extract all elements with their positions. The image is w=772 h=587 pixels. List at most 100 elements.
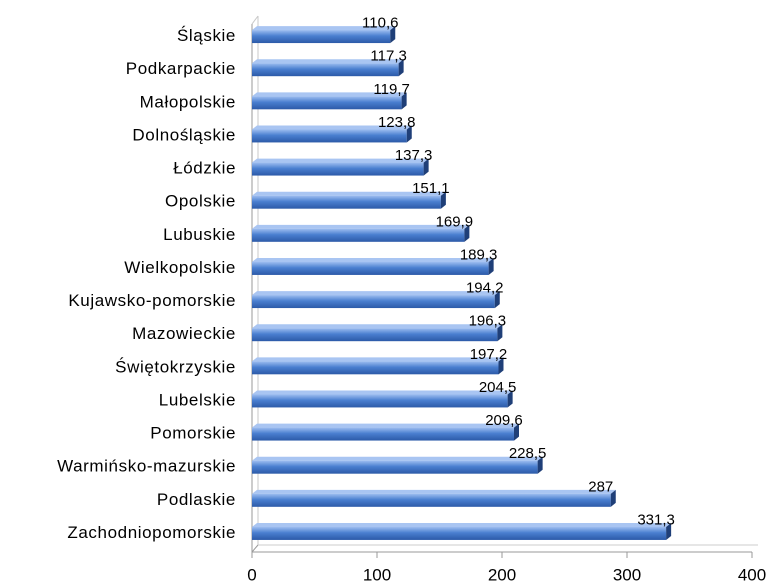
bar [252, 26, 396, 44]
bar-face [252, 96, 402, 110]
bar-end [440, 191, 446, 209]
bar-face [252, 261, 489, 275]
value-label: 209,6 [485, 412, 523, 429]
bar [252, 59, 404, 77]
y-tick-label: Lubelskie [159, 390, 236, 409]
bar-top [252, 224, 470, 229]
value-label: 197,2 [470, 346, 508, 363]
y-tick-label: Zachodniopomorskie [67, 523, 236, 542]
y-tick-label: Świętokrzyskie [115, 357, 236, 376]
value-label: 119,7 [373, 81, 409, 98]
bar-top [252, 456, 543, 461]
bar-end [494, 291, 500, 309]
bar-face [252, 63, 399, 77]
bar-top [252, 26, 396, 31]
value-label: 228,5 [509, 445, 547, 462]
bar [252, 224, 470, 242]
bar [252, 324, 503, 342]
bar [252, 257, 494, 275]
bar-top [252, 92, 407, 97]
bar-end [423, 158, 429, 176]
value-label: 194,2 [466, 280, 504, 297]
bar [252, 125, 412, 143]
value-label: 110,6 [362, 15, 398, 32]
floor-edge [251, 544, 259, 553]
bar-face [252, 328, 498, 342]
value-label: 151,1 [412, 180, 450, 197]
bar [252, 390, 513, 408]
bar-top [252, 59, 404, 64]
y-tick-label: Kujawsko-pomorskie [68, 291, 236, 310]
bar-top [252, 390, 513, 395]
y-tick-label: Śląskie [177, 26, 236, 45]
value-label: 169,9 [436, 213, 474, 230]
x-tick-label: 200 [488, 565, 516, 584]
y-tick-label: Podkarpackie [126, 59, 236, 78]
bar-top [252, 191, 446, 196]
x-tick-label: 0 [247, 565, 256, 584]
bar-face [252, 460, 538, 474]
bar-face [252, 30, 391, 44]
bar [252, 489, 616, 507]
wall-edge [251, 15, 259, 25]
bar-top [252, 522, 672, 527]
value-label: 117,3 [370, 48, 406, 65]
bar-end [514, 423, 519, 441]
bar [252, 92, 407, 110]
bar-face [252, 195, 441, 209]
bar-top [252, 489, 616, 494]
value-label: 287 [588, 478, 613, 495]
y-tick-label: Dolnośląskie [132, 125, 236, 144]
bar-end [507, 390, 513, 408]
bar-end [406, 125, 412, 143]
bar-face [252, 228, 465, 242]
bar-face [252, 162, 424, 176]
x-tick-label: 300 [613, 565, 641, 584]
y-tick-label: Lubuskie [163, 225, 236, 244]
bar-face [252, 129, 407, 143]
value-label: 137,3 [395, 147, 433, 164]
bar-end [398, 59, 404, 77]
bar [252, 191, 446, 209]
bar [252, 158, 429, 176]
value-label: 123,8 [378, 114, 416, 131]
bar-face [252, 295, 495, 309]
bar-end [498, 357, 504, 375]
bar-end [610, 489, 616, 507]
bar-face [252, 493, 611, 507]
bar [252, 522, 672, 540]
value-label: 204,5 [479, 379, 517, 396]
bar-top [252, 125, 412, 130]
x-tick-label: 400 [738, 565, 766, 584]
y-tick-label: Wielkopolskie [124, 258, 236, 277]
y-tick-label: Łódzkie [173, 159, 236, 178]
bar-top [252, 357, 504, 362]
bar-top [252, 257, 494, 262]
bar [252, 291, 500, 309]
y-tick-label: Podlaskie [157, 490, 236, 509]
bar-top [252, 291, 500, 296]
bar-end [666, 522, 672, 540]
bar [252, 423, 519, 441]
value-label: 196,3 [469, 313, 507, 330]
y-tick-label: Małopolskie [140, 92, 236, 111]
bar-face [252, 361, 499, 375]
y-tick-label: Warmińsko-mazurskie [57, 457, 236, 476]
bar-end [464, 224, 470, 242]
x-tick-label: 100 [363, 565, 391, 584]
bar-face [252, 427, 514, 441]
value-label: 189,3 [460, 246, 498, 263]
bar-end [488, 257, 494, 275]
bar [252, 357, 504, 375]
bar-end [497, 324, 503, 342]
value-label: 331,3 [637, 511, 675, 528]
bar-top [252, 324, 503, 329]
bar-end [537, 456, 543, 474]
bar-face [252, 526, 667, 540]
bar-top [252, 423, 519, 428]
y-tick-label: Mazowieckie [132, 324, 236, 343]
bar-top [252, 158, 429, 163]
bar-end [390, 26, 396, 44]
y-tick-label: Opolskie [165, 192, 236, 211]
